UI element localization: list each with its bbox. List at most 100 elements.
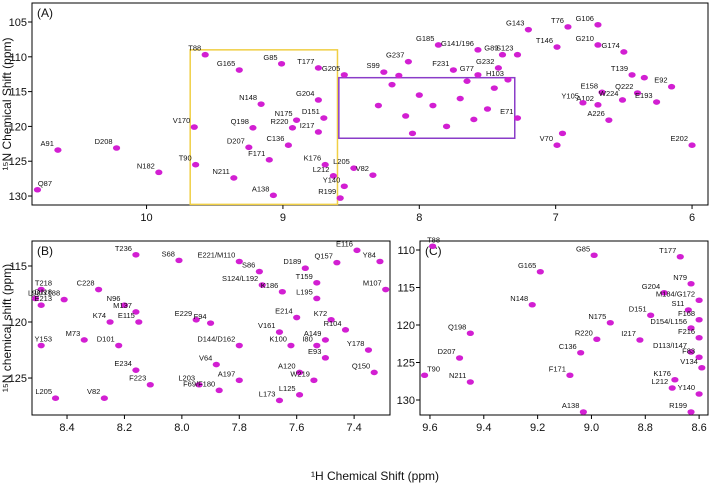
peak-label: L205 bbox=[35, 387, 52, 396]
peak-label: F216 bbox=[678, 327, 695, 336]
peak-label: Q198 bbox=[231, 117, 249, 126]
peak bbox=[201, 51, 209, 58]
peak bbox=[245, 144, 253, 151]
peak-label: F168 bbox=[678, 309, 695, 318]
peak bbox=[652, 99, 661, 105]
peak bbox=[313, 295, 321, 302]
peak-label: D207 bbox=[227, 136, 245, 145]
peak bbox=[320, 115, 328, 121]
peak bbox=[230, 175, 238, 181]
x-tick-label: 8.0 bbox=[174, 422, 189, 434]
peak-label: G165 bbox=[217, 59, 235, 68]
peak-label: G210 bbox=[576, 34, 594, 43]
peak-label: R199 bbox=[318, 187, 336, 196]
peak bbox=[192, 161, 200, 168]
peak-label: T88 bbox=[427, 235, 440, 244]
peak bbox=[255, 268, 263, 275]
peak-label: C136 bbox=[559, 342, 577, 351]
x-tick-label: 8.2 bbox=[117, 422, 132, 434]
peak bbox=[513, 51, 522, 58]
peak-label: M184/G172 bbox=[656, 289, 695, 298]
peak bbox=[95, 286, 103, 293]
peak bbox=[404, 58, 412, 65]
peak bbox=[112, 145, 121, 151]
peak-label: G85 bbox=[576, 244, 590, 253]
x-tick-label: 7.8 bbox=[232, 422, 247, 434]
peak-label: D151 bbox=[302, 107, 320, 116]
peak-label: D113/I147 bbox=[653, 341, 687, 350]
peak bbox=[249, 125, 257, 131]
peak bbox=[341, 327, 350, 333]
peak bbox=[31, 295, 40, 302]
peak bbox=[215, 387, 223, 394]
peak-label: L203 bbox=[178, 374, 195, 383]
peak-label: N175 bbox=[275, 109, 293, 118]
peak bbox=[310, 377, 318, 384]
peak-label: E93 bbox=[308, 347, 321, 356]
peak-label: T146 bbox=[536, 36, 553, 45]
peak-label: A138 bbox=[562, 401, 580, 410]
peak-label: E229 bbox=[175, 309, 193, 318]
peak bbox=[301, 265, 309, 272]
peak-label: S124/L192 bbox=[222, 274, 258, 283]
peak-label: L195 bbox=[296, 287, 313, 296]
peak bbox=[434, 42, 442, 48]
peak-label: N148 bbox=[510, 294, 528, 303]
peak-label: G204 bbox=[642, 282, 660, 291]
peak-label: V70 bbox=[540, 134, 553, 143]
peak-label: G77 bbox=[460, 64, 474, 73]
peak bbox=[314, 97, 322, 103]
peak bbox=[590, 252, 598, 259]
peak-label: S68 bbox=[162, 249, 175, 258]
peak bbox=[340, 72, 348, 78]
peak bbox=[605, 117, 613, 123]
peak bbox=[668, 385, 676, 391]
x-tick-label: 7.6 bbox=[289, 422, 304, 434]
y-tick-label: 120 bbox=[397, 320, 415, 332]
peak bbox=[483, 106, 492, 112]
peak bbox=[553, 142, 561, 149]
peak bbox=[598, 89, 606, 96]
peak bbox=[566, 372, 574, 379]
peak bbox=[698, 364, 706, 371]
peak-label: W219 bbox=[290, 369, 310, 378]
peak-label: G205 bbox=[322, 64, 340, 73]
peak bbox=[455, 355, 464, 361]
peak-label: E202 bbox=[671, 134, 689, 143]
y-tick-label: 130 bbox=[9, 191, 27, 203]
peak bbox=[684, 307, 692, 313]
peak bbox=[235, 67, 243, 73]
peak-label: T236 bbox=[115, 244, 132, 253]
y-tick-label: 115 bbox=[9, 87, 27, 99]
x-tick-label: 7 bbox=[553, 212, 559, 224]
x-tick-label: 9.6 bbox=[422, 422, 437, 434]
peak-label: N79 bbox=[673, 273, 687, 282]
peak bbox=[275, 329, 284, 335]
peak bbox=[80, 337, 88, 343]
peak-label: T218 bbox=[35, 279, 52, 288]
peak-label: D207 bbox=[438, 347, 456, 356]
peak-label: C136 bbox=[266, 134, 284, 143]
peak bbox=[374, 102, 382, 109]
peak-label: L173 bbox=[259, 389, 276, 398]
panel-label: (B) bbox=[37, 244, 53, 258]
peak-label: K186 bbox=[261, 281, 279, 290]
peak-label: V64 bbox=[199, 354, 212, 363]
peak bbox=[456, 95, 464, 102]
peak bbox=[295, 392, 304, 398]
peak bbox=[564, 24, 572, 30]
peak-label: K176 bbox=[304, 154, 322, 163]
peak bbox=[687, 409, 695, 415]
peak-label: V82 bbox=[87, 387, 100, 396]
peak bbox=[415, 92, 423, 98]
peak-label: S99 bbox=[366, 61, 379, 70]
peak-label: S123 bbox=[496, 44, 514, 53]
x-tick-label: 7.4 bbox=[346, 422, 361, 434]
peak-label: H103 bbox=[486, 69, 504, 78]
peak bbox=[364, 347, 373, 353]
y-tick-label: 110 bbox=[397, 245, 415, 257]
peak-label: Q157 bbox=[315, 252, 333, 261]
peak-label: N175 bbox=[588, 312, 606, 321]
peak-label: M107 bbox=[363, 279, 382, 288]
x-tick-label: 9.0 bbox=[584, 422, 599, 434]
